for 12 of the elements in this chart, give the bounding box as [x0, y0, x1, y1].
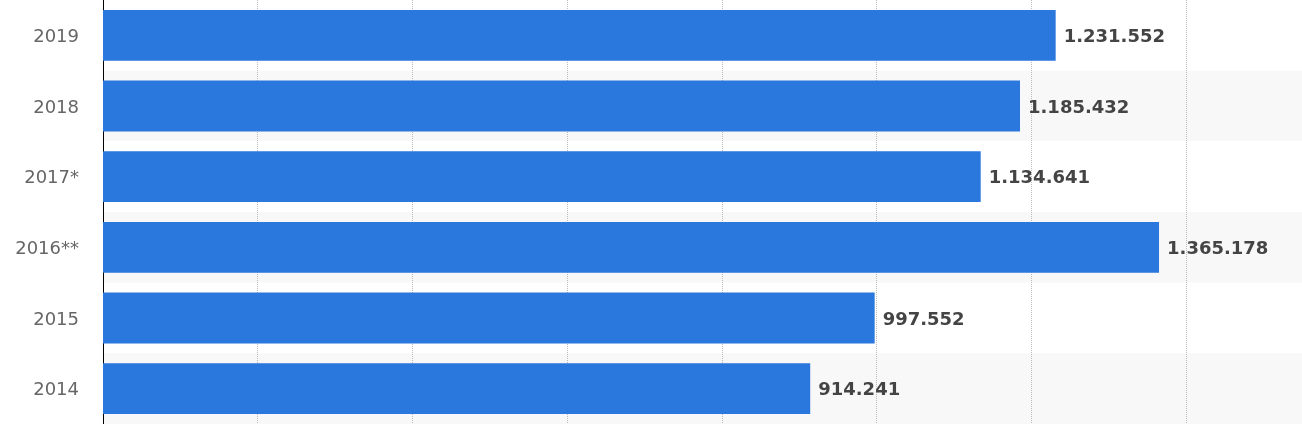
y-tick-label: 2015 [33, 307, 79, 329]
data-label: 1.365.178 [1167, 236, 1269, 258]
y-tick-label: 2017* [24, 166, 79, 188]
y-tick-label: 2019 [33, 24, 79, 46]
y-tick-label: 2018 [33, 95, 79, 117]
data-label: 914.241 [818, 378, 901, 400]
data-label: 1.134.641 [988, 166, 1091, 188]
data-label: 997.552 [882, 307, 965, 329]
y-tick-label: 2014 [33, 378, 79, 400]
data-label: 1.231.552 [1063, 24, 1166, 46]
y-tick-label: 2016** [15, 236, 79, 258]
data-label: 1.185.432 [1027, 95, 1130, 117]
